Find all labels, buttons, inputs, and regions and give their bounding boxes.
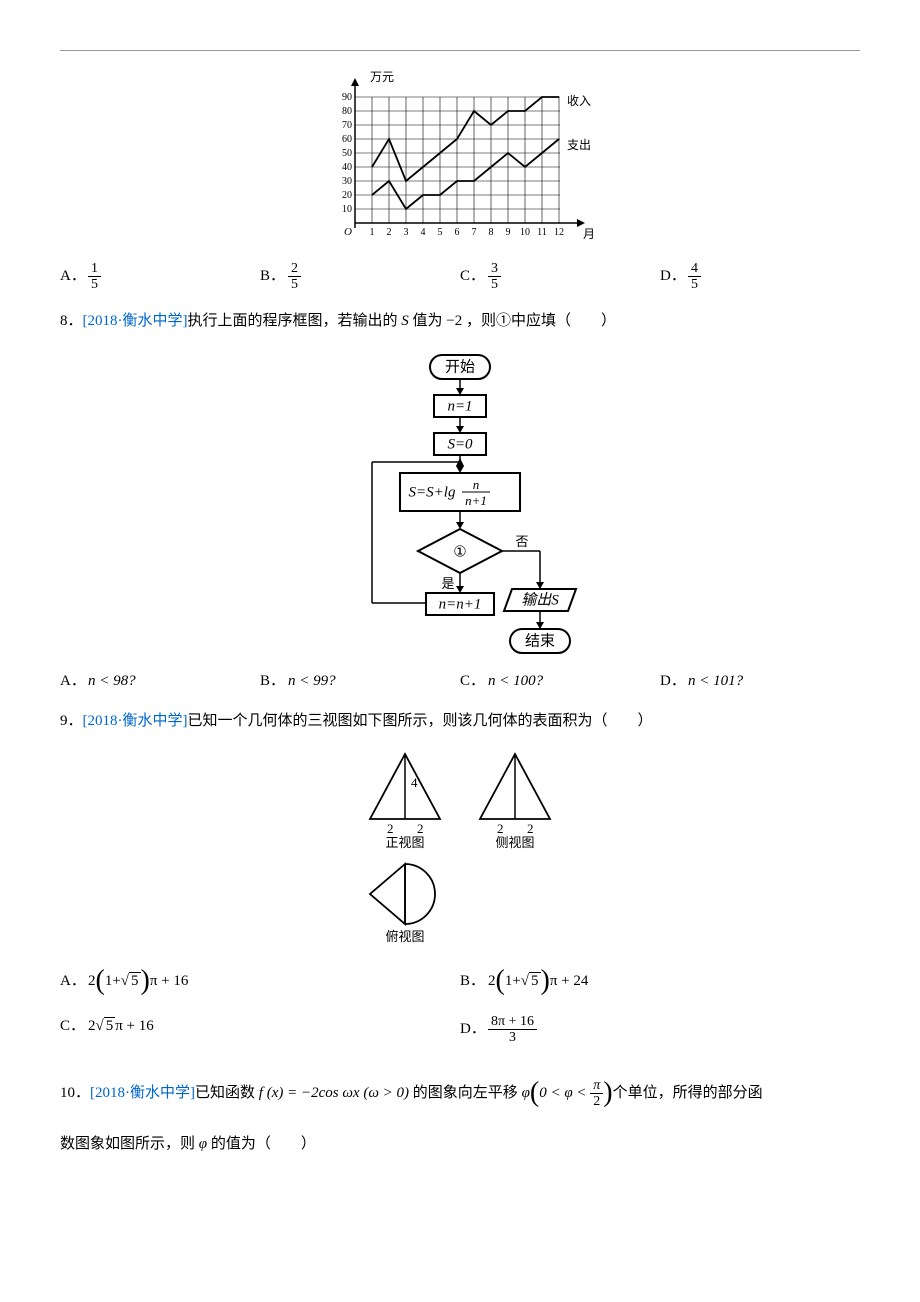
q7-option-c: C．35 <box>460 261 660 293</box>
svg-text:S=S+lg: S=S+lg <box>409 484 456 500</box>
svg-text:正视图: 正视图 <box>385 835 424 850</box>
svg-text:n=1: n=1 <box>447 398 472 414</box>
svg-text:1: 1 <box>370 227 375 238</box>
three-views-wrap: 4 2 2 正视图 2 2 侧视图 俯视图 <box>60 749 860 949</box>
q10: 10．[2018·衡水中学]已知函数 f (x) = −2cos ωx (ω >… <box>60 1071 860 1116</box>
q9-option-d: D．8π + 163 <box>460 1014 860 1046</box>
q8-option-c: C．n < 100? <box>460 669 660 693</box>
x-axis-label: 月 <box>583 227 595 241</box>
income-chart-wrap: 万元 月 102030 405060 708090 123 456 789 <box>60 71 860 251</box>
svg-text:否: 否 <box>515 534 528 549</box>
svg-text:4: 4 <box>421 227 426 238</box>
q7-option-d: D．45 <box>660 261 860 293</box>
q8-options: A．n < 98? B．n < 99? C．n < 100? D．n < 101… <box>60 669 860 693</box>
svg-text:2: 2 <box>417 821 424 836</box>
svg-text:80: 80 <box>342 106 352 117</box>
three-views: 4 2 2 正视图 2 2 侧视图 俯视图 <box>345 749 575 949</box>
income-expense-chart: 万元 月 102030 405060 708090 123 456 789 <box>320 71 600 251</box>
q10-source: [2018·衡水中学] <box>90 1085 195 1101</box>
svg-text:30: 30 <box>342 176 352 187</box>
svg-text:3: 3 <box>404 227 409 238</box>
q10-number: 10． <box>60 1085 90 1101</box>
series-expense-label: 支出 <box>567 138 591 152</box>
svg-text:20: 20 <box>342 190 352 201</box>
q9-option-c: C．2√5π + 16 <box>60 1014 460 1046</box>
svg-text:2: 2 <box>497 821 504 836</box>
svg-text:结束: 结束 <box>525 632 555 649</box>
svg-text:2: 2 <box>527 821 534 836</box>
svg-text:S=0: S=0 <box>447 436 473 452</box>
svg-text:n=n+1: n=n+1 <box>439 596 482 612</box>
svg-text:10: 10 <box>342 204 352 215</box>
svg-text:12: 12 <box>554 227 564 238</box>
svg-text:O: O <box>344 226 352 238</box>
svg-text:6: 6 <box>455 227 460 238</box>
svg-text:n+1: n+1 <box>465 493 487 508</box>
svg-text:10: 10 <box>520 227 530 238</box>
q9-option-a: A．2(1+√5)π + 16 <box>60 959 460 1004</box>
q9-source: [2018·衡水中学] <box>83 713 188 729</box>
q9: 9．[2018·衡水中学]已知一个几何体的三视图如下图所示，则该几何体的表面积为… <box>60 709 860 733</box>
q8: 8．[2018·衡水中学]执行上面的程序框图，若输出的 S 值为 −2 ，则①中… <box>60 309 860 333</box>
svg-text:60: 60 <box>342 134 352 145</box>
series-income-label: 收入 <box>567 94 591 108</box>
flowchart: 开始 n=1 S=0 S=S+lg n n+1 ① 是 否 n=n+1 输出S … <box>330 349 590 659</box>
q7-option-a: A．15 <box>60 261 260 293</box>
svg-text:①: ① <box>453 544 466 560</box>
flowchart-wrap: 开始 n=1 S=0 S=S+lg n n+1 ① 是 否 n=n+1 输出S … <box>60 349 860 659</box>
svg-text:俯视图: 俯视图 <box>385 929 424 944</box>
q8-option-a: A．n < 98? <box>60 669 260 693</box>
svg-text:50: 50 <box>342 148 352 159</box>
q7-option-b: B．25 <box>260 261 460 293</box>
svg-text:2: 2 <box>387 227 392 238</box>
svg-text:70: 70 <box>342 120 352 131</box>
svg-text:开始: 开始 <box>445 358 475 375</box>
q9-number: 9． <box>60 713 83 729</box>
q9-option-b: B．2(1+√5)π + 24 <box>460 959 860 1004</box>
y-axis-label: 万元 <box>370 71 394 84</box>
svg-text:2: 2 <box>387 821 394 836</box>
svg-text:是: 是 <box>441 576 454 591</box>
svg-text:90: 90 <box>342 92 352 103</box>
q9-options: A．2(1+√5)π + 16 B．2(1+√5)π + 24 C．2√5π +… <box>60 959 860 1056</box>
svg-text:8: 8 <box>489 227 494 238</box>
q8-option-d: D．n < 101? <box>660 669 860 693</box>
svg-text:9: 9 <box>506 227 511 238</box>
svg-text:5: 5 <box>438 227 443 238</box>
svg-text:40: 40 <box>342 162 352 173</box>
q10-line2: 数图象如图所示，则 φ 的值为（ ） <box>60 1132 860 1156</box>
q7-options: A．15 B．25 C．35 D．45 <box>60 261 860 293</box>
header-rule <box>60 50 860 51</box>
svg-text:7: 7 <box>472 227 477 238</box>
q8-option-b: B．n < 99? <box>260 669 460 693</box>
svg-text:侧视图: 侧视图 <box>495 835 534 850</box>
q8-number: 8． <box>60 313 83 329</box>
q8-source: [2018·衡水中学] <box>83 313 188 329</box>
svg-text:11: 11 <box>537 227 547 238</box>
svg-text:n: n <box>473 477 480 492</box>
svg-text:4: 4 <box>411 775 418 790</box>
svg-text:输出S: 输出S <box>521 591 559 608</box>
